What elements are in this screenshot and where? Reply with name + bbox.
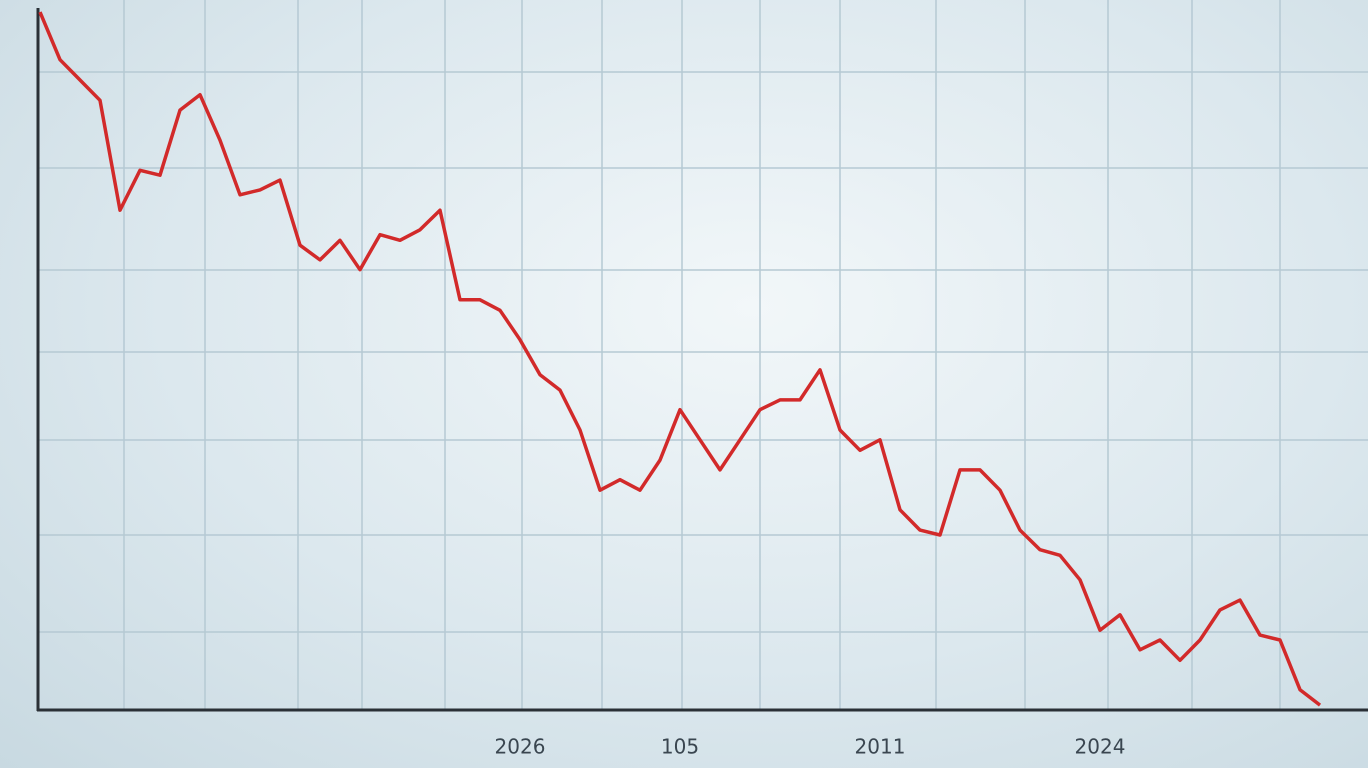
grid bbox=[38, 0, 1368, 710]
price-line bbox=[38, 11, 1322, 707]
x-tick-label: 2011 bbox=[855, 735, 906, 759]
x-tick-label: 105 bbox=[661, 735, 699, 759]
x-tick-label: 2026 bbox=[495, 735, 546, 759]
x-tick-label: 2024 bbox=[1075, 735, 1126, 759]
